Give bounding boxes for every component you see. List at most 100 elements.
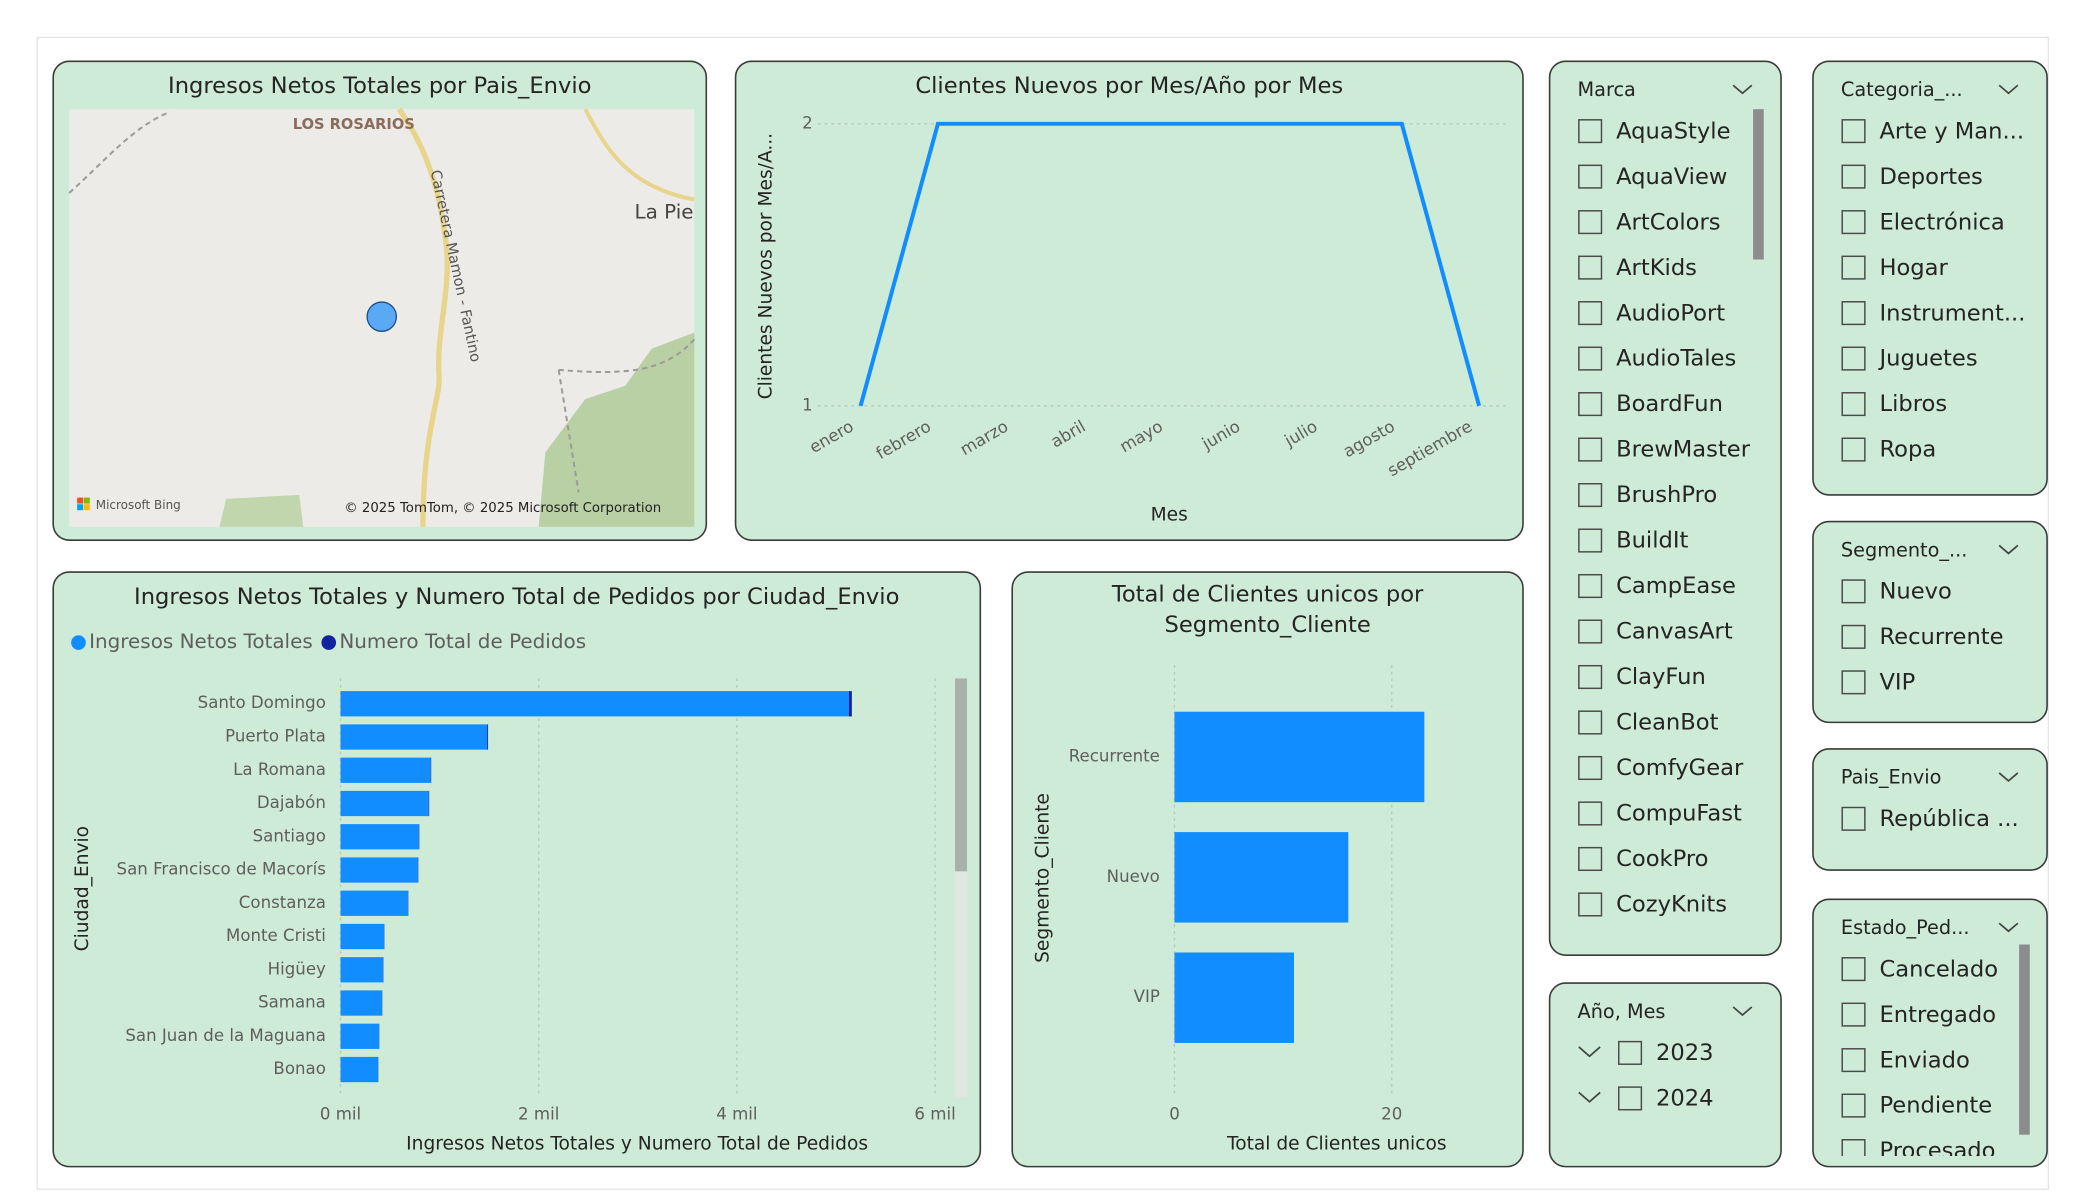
slicer-item[interactable]: AquaStyle: [1616, 118, 1730, 144]
slicer-item[interactable]: República ...: [1879, 806, 2018, 832]
checkbox[interactable]: [1578, 892, 1603, 917]
slicer-item[interactable]: BuildIt: [1616, 528, 1688, 554]
slicer-item[interactable]: CanvasArt: [1616, 619, 1733, 645]
checkbox[interactable]: [1618, 1086, 1643, 1111]
checkbox[interactable]: [1578, 619, 1603, 644]
checkbox[interactable]: [1841, 1002, 1866, 1027]
slicer-item[interactable]: Nuevo: [1879, 579, 1951, 605]
y-tick-label: La Romana: [233, 760, 326, 779]
legend-label: Ingresos Netos Totales: [89, 629, 313, 653]
slicer-item[interactable]: ArtKids: [1616, 255, 1697, 281]
checkbox[interactable]: [1841, 255, 1866, 280]
slicer-item[interactable]: Hogar: [1879, 255, 1948, 281]
checkbox[interactable]: [1578, 210, 1603, 235]
checkbox[interactable]: [1578, 392, 1603, 417]
panel: [52, 571, 982, 1168]
slicer-title: Marca: [1578, 78, 1636, 101]
slicer-item[interactable]: Instrument...: [1879, 300, 2025, 326]
checkbox[interactable]: [1841, 670, 1866, 695]
slicer-item[interactable]: Deportes: [1879, 164, 1982, 190]
checkbox[interactable]: [1841, 1093, 1866, 1118]
checkbox[interactable]: [1841, 210, 1866, 235]
bar: [848, 691, 852, 717]
y-tick-label: San Juan de la Maguana: [125, 1026, 326, 1045]
slicer-items: Arte y Man... Deportes Electrónica Hogar Ins…: [1841, 118, 2025, 463]
checkbox[interactable]: [1841, 164, 1866, 189]
place-label: LOS ROSARIOS: [293, 116, 415, 133]
slicer-chevron: [1998, 84, 2019, 95]
slicer-item[interactable]: Procesado: [1879, 1138, 1995, 1164]
checkbox[interactable]: [1578, 710, 1603, 735]
slicer-item[interactable]: Pendiente: [1879, 1093, 1992, 1119]
checkbox[interactable]: [1618, 1040, 1643, 1065]
checkbox[interactable]: [1841, 301, 1866, 326]
slicer-item[interactable]: Recurrente: [1879, 624, 2003, 650]
slicer-item[interactable]: CleanBot: [1616, 710, 1719, 736]
checkbox[interactable]: [1578, 301, 1603, 326]
checkbox[interactable]: [1578, 846, 1603, 872]
checkbox[interactable]: [1578, 801, 1603, 826]
checkbox[interactable]: [1578, 573, 1603, 599]
slicer-title: Categoria_...: [1841, 78, 1963, 101]
slicer-item[interactable]: 2024: [1656, 1086, 1714, 1112]
slicer-item[interactable]: ClayFun: [1616, 664, 1706, 690]
slicer-item[interactable]: Arte y Man...: [1879, 118, 2024, 144]
slicer-item[interactable]: BrewMaster: [1616, 437, 1751, 463]
scrollbar-thumb: [2019, 944, 2030, 1135]
bar: [340, 757, 431, 783]
slicer-items: República ...: [1841, 806, 2019, 832]
checkbox[interactable]: [1841, 1048, 1866, 1073]
y-tick-label: Constanza: [239, 893, 326, 912]
slicer-item[interactable]: CookPro: [1616, 846, 1708, 872]
x-tick-label: 2 mil: [518, 1104, 559, 1123]
slicer-item[interactable]: AudioTales: [1616, 346, 1736, 372]
bar: [340, 824, 419, 850]
legend-label: Numero Total de Pedidos: [339, 629, 586, 653]
y-axis-title: Clientes Nuevos por Mes/A...: [756, 133, 777, 400]
checkbox[interactable]: [1578, 755, 1603, 781]
checkbox[interactable]: [1578, 528, 1603, 553]
checkbox[interactable]: [1841, 1139, 1866, 1163]
slicer-chevron: [1998, 544, 2019, 555]
checkbox[interactable]: [1841, 957, 1866, 982]
slicer-item[interactable]: AquaView: [1616, 164, 1727, 190]
slicer-item[interactable]: AudioPort: [1616, 300, 1725, 326]
slicer-item[interactable]: BoardFun: [1616, 391, 1723, 417]
bar: [1174, 711, 1425, 803]
checkbox[interactable]: [1841, 579, 1866, 604]
chart-title: Ingresos Netos Totales por Pais_Envio: [168, 73, 591, 99]
slicer-item[interactable]: Enviado: [1879, 1047, 1969, 1073]
slicer-item[interactable]: ArtColors: [1616, 209, 1720, 235]
checkbox[interactable]: [1841, 119, 1866, 144]
tree-chevron: [1578, 1091, 1601, 1103]
y-tick-label: Nuevo: [1107, 867, 1160, 886]
scrollbar-thumb: [955, 678, 968, 872]
slicer-item[interactable]: CampEase: [1616, 573, 1736, 599]
slicer-item[interactable]: CompuFast: [1616, 801, 1742, 827]
checkbox[interactable]: [1578, 346, 1603, 371]
checkbox[interactable]: [1578, 119, 1603, 144]
legend-marker: [321, 635, 337, 650]
slicer-item[interactable]: Entregado: [1879, 1002, 1996, 1028]
checkbox[interactable]: [1578, 664, 1603, 690]
checkbox[interactable]: [1578, 483, 1603, 508]
checkbox[interactable]: [1841, 346, 1866, 371]
slicer-item[interactable]: ComfyGear: [1616, 755, 1744, 781]
slicer-item[interactable]: Cancelado: [1879, 956, 1998, 982]
checkbox[interactable]: [1841, 392, 1866, 417]
slicer-item[interactable]: BrushPro: [1616, 482, 1717, 508]
slicer-item[interactable]: Juguetes: [1877, 346, 1977, 372]
slicer-item[interactable]: Libros: [1879, 391, 1947, 417]
slicer-item[interactable]: Ropa: [1879, 437, 1936, 463]
slicer-item[interactable]: Electrónica: [1879, 209, 2004, 235]
slicer-item[interactable]: CozyKnits: [1616, 892, 1727, 918]
checkbox[interactable]: [1841, 437, 1866, 462]
checkbox[interactable]: [1841, 624, 1866, 649]
slicer-item[interactable]: 2023: [1656, 1040, 1714, 1066]
checkbox[interactable]: [1841, 806, 1866, 831]
checkbox[interactable]: [1578, 164, 1603, 189]
slicer-item[interactable]: VIP: [1879, 670, 1915, 696]
checkbox[interactable]: [1578, 255, 1603, 280]
checkbox[interactable]: [1578, 437, 1603, 462]
